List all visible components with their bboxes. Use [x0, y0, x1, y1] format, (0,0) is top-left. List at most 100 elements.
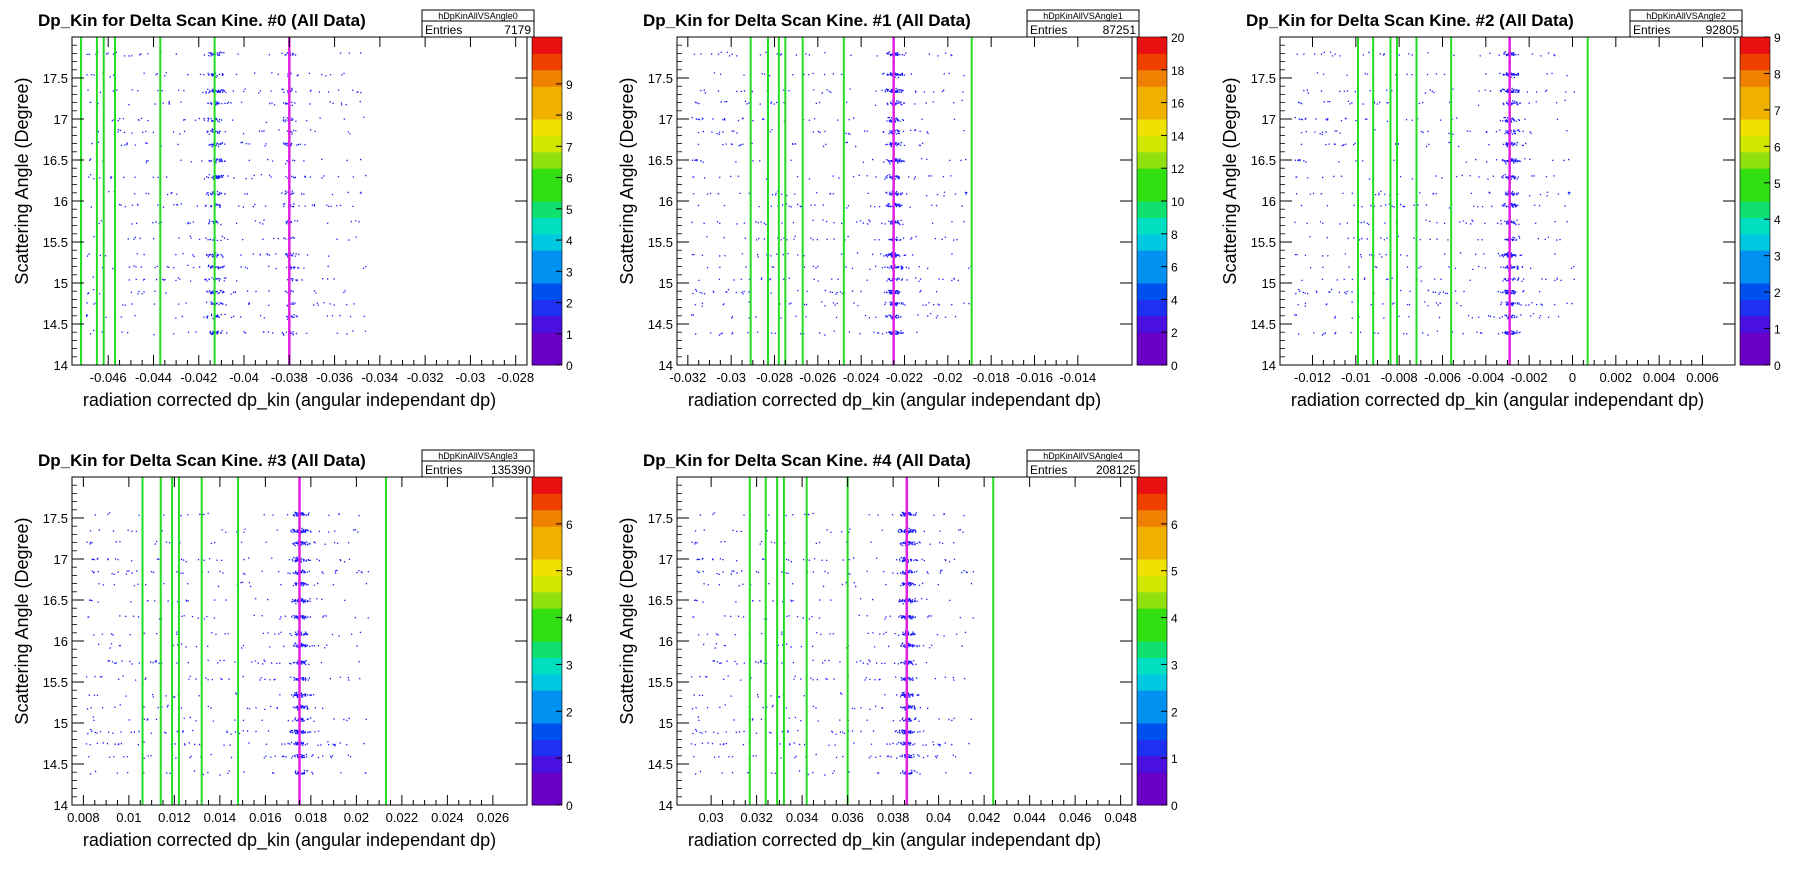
x-axis-label: radiation corrected dp_kin (angular inde…	[688, 390, 1101, 411]
stats-label: Entries	[425, 23, 462, 37]
x-tick-label: 0.032	[740, 810, 773, 825]
z-tick-label: 2	[1774, 286, 1781, 300]
z-tick-label: 6	[1171, 261, 1178, 275]
x-tick-label: 0.004	[1643, 370, 1676, 385]
stats-label: Entries	[1030, 23, 1067, 37]
z-tick-label: 2	[566, 297, 573, 311]
x-tick-label: -0.008	[1381, 370, 1418, 385]
x-axis-label: radiation corrected dp_kin (angular inde…	[83, 390, 496, 411]
z-tick-label: 2	[566, 705, 573, 719]
color-palette: 0 1 2 3 4 5 6	[1136, 476, 1178, 813]
y-tick-label: 17	[659, 552, 673, 567]
y-tick-label: 15.5	[648, 235, 673, 250]
z-tick-label: 1	[566, 752, 573, 766]
z-tick-label: 0	[566, 799, 573, 813]
z-tick-label: 0	[1171, 359, 1178, 373]
stats-name: hDpKinAllVSAngle2	[1646, 11, 1726, 21]
y-tick-label: 15.5	[1251, 235, 1276, 250]
z-tick-label: 7	[1774, 104, 1781, 118]
x-tick-label: -0.028	[497, 370, 534, 385]
x-tick-label: 0.014	[204, 810, 237, 825]
x-axis-label: radiation corrected dp_kin (angular inde…	[688, 830, 1101, 851]
z-tick-label: 14	[1171, 129, 1185, 143]
chart-title: Dp_Kin for Delta Scan Kine. #0 (All Data…	[38, 11, 366, 30]
chart-panel-2: Dp_Kin for Delta Scan Kine. #2 (All Data…	[1220, 9, 1781, 411]
x-tick-label: 0.034	[786, 810, 819, 825]
x-tick-label: 0.044	[1013, 810, 1046, 825]
x-tick-label: 0.008	[67, 810, 100, 825]
color-palette: 0 1 2 3 4 5 6	[531, 476, 573, 813]
x-tick-label: -0.014	[1059, 370, 1096, 385]
y-tick-label: 14	[54, 358, 68, 373]
z-tick-label: 1	[1774, 323, 1781, 337]
x-tick-label: 0.03	[698, 810, 723, 825]
x-tick-label: 0.046	[1059, 810, 1092, 825]
z-tick-label: 4	[1171, 612, 1178, 626]
stats-box: hDpKinAllVSAngle1 Entries 87251	[1026, 9, 1140, 38]
y-tick-label: 14	[1262, 358, 1276, 373]
x-tick-label: -0.024	[843, 370, 880, 385]
y-tick-label: 14.5	[648, 317, 673, 332]
y-tick-label: 15.5	[648, 675, 673, 690]
stats-name: hDpKinAllVSAngle0	[438, 11, 518, 21]
y-tick-label: 17	[54, 552, 68, 567]
x-tick-label: 0.038	[877, 810, 910, 825]
x-tick-label: 0.042	[968, 810, 1001, 825]
x-tick-label: -0.03	[456, 370, 486, 385]
stats-name: hDpKinAllVSAngle1	[1043, 11, 1123, 21]
stats-entries: 7179	[504, 23, 531, 37]
z-tick-label: 1	[1171, 752, 1178, 766]
stats-box: hDpKinAllVSAngle0 Entries 7179	[421, 9, 535, 38]
plot-frame	[676, 36, 1133, 366]
y-tick-label: 15	[659, 716, 673, 731]
chart-panel-0: Dp_Kin for Delta Scan Kine. #0 (All Data…	[12, 9, 573, 411]
z-tick-label: 3	[1171, 658, 1178, 672]
scatter-points	[690, 511, 974, 776]
y-tick-label: 15	[659, 276, 673, 291]
y-tick-label: 14	[659, 358, 673, 373]
x-tick-label: -0.012	[1294, 370, 1331, 385]
stats-entries: 92805	[1706, 23, 1740, 37]
chart-panel-4: Dp_Kin for Delta Scan Kine. #4 (All Data…	[617, 449, 1178, 851]
plot-frame	[71, 36, 528, 366]
z-tick-label: 3	[566, 658, 573, 672]
y-tick-label: 16	[659, 194, 673, 209]
z-tick-label: 2	[1171, 326, 1178, 340]
x-tick-label: 0.024	[431, 810, 464, 825]
stats-entries: 208125	[1096, 463, 1136, 477]
y-tick-label: 15	[54, 276, 68, 291]
y-tick-label: 17.5	[648, 511, 673, 526]
scatter-points	[85, 51, 367, 336]
y-tick-label: 17	[1262, 112, 1276, 127]
x-tick-label: -0.006	[1424, 370, 1461, 385]
z-tick-label: 0	[1171, 799, 1178, 813]
z-tick-label: 6	[1774, 140, 1781, 154]
x-tick-label: -0.028	[756, 370, 793, 385]
x-tick-label: 0.012	[158, 810, 191, 825]
chart-title: Dp_Kin for Delta Scan Kine. #2 (All Data…	[1246, 11, 1574, 30]
y-tick-label: 16.5	[43, 153, 68, 168]
y-tick-label: 16.5	[648, 593, 673, 608]
x-tick-label: -0.01	[1341, 370, 1371, 385]
x-tick-label: 0.048	[1104, 810, 1137, 825]
x-tick-label: -0.004	[1467, 370, 1504, 385]
y-tick-label: 16	[1262, 194, 1276, 209]
y-tick-label: 16	[659, 634, 673, 649]
z-tick-label: 5	[566, 203, 573, 217]
y-tick-label: 17.5	[43, 71, 68, 86]
y-tick-label: 17	[659, 112, 673, 127]
z-tick-label: 4	[566, 612, 573, 626]
z-tick-label: 8	[1171, 228, 1178, 242]
z-tick-label: 5	[1774, 177, 1781, 191]
y-tick-label: 17.5	[43, 511, 68, 526]
y-tick-label: 14	[659, 798, 673, 813]
x-tick-label: -0.018	[973, 370, 1010, 385]
stats-label: Entries	[1030, 463, 1067, 477]
z-tick-label: 3	[1774, 250, 1781, 264]
stats-entries: 87251	[1103, 23, 1137, 37]
x-tick-label: -0.046	[90, 370, 127, 385]
stats-name: hDpKinAllVSAngle4	[1043, 451, 1123, 461]
x-tick-label: 0.022	[386, 810, 419, 825]
z-tick-label: 4	[1171, 293, 1178, 307]
